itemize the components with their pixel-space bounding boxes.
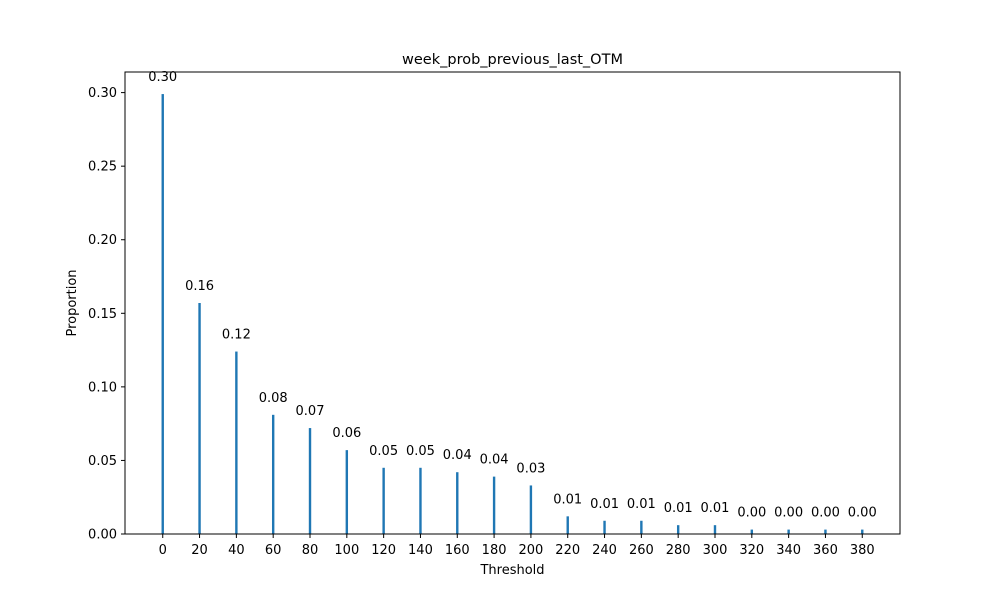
x-tick-label: 340 xyxy=(776,543,801,558)
data-label: 0.07 xyxy=(296,404,325,419)
plot-frame xyxy=(124,71,901,535)
bar xyxy=(198,303,201,534)
x-tick-label: 260 xyxy=(629,543,654,558)
x-tick-label: 200 xyxy=(518,543,543,558)
x-tick-label: 0 xyxy=(159,543,167,558)
data-label: 0.03 xyxy=(516,461,545,476)
data-label: 0.01 xyxy=(701,501,730,516)
bar xyxy=(419,467,422,534)
x-axis-label: Threshold xyxy=(479,563,544,578)
bar xyxy=(161,94,164,534)
bar xyxy=(456,472,459,534)
data-label: 0.05 xyxy=(369,444,398,459)
x-tick-label: 40 xyxy=(228,543,245,558)
bar xyxy=(750,529,754,534)
x-axis: 0 20 40 60 80 100 120 140 160 180 200 220 240 260 280 3… xyxy=(159,534,875,558)
y-tick-label: 0.25 xyxy=(88,160,117,175)
data-label: 0.06 xyxy=(332,426,361,441)
data-label: 0.04 xyxy=(443,448,472,463)
y-tick-label: 0.15 xyxy=(88,307,117,322)
x-tick-label: 160 xyxy=(445,543,470,558)
bar xyxy=(787,529,790,534)
y-axis-label: Proportion xyxy=(65,269,80,336)
bar xyxy=(529,485,533,534)
bar xyxy=(676,525,680,534)
data-label: 0.16 xyxy=(185,279,214,294)
bar xyxy=(603,520,606,534)
x-tick-label: 280 xyxy=(666,543,691,558)
x-tick-label: 80 xyxy=(302,543,319,558)
data-label: 0.00 xyxy=(737,506,766,521)
x-tick-label: 360 xyxy=(813,543,838,558)
bar xyxy=(566,516,569,534)
bar xyxy=(492,476,496,534)
data-label: 0.05 xyxy=(406,444,435,459)
bar xyxy=(640,520,643,534)
data-label: 0.01 xyxy=(553,492,582,507)
y-tick-label: 0.20 xyxy=(88,233,117,248)
bar xyxy=(824,529,827,534)
bar xyxy=(271,414,275,534)
y-tick-label: 0.30 xyxy=(88,86,117,101)
x-tick-label: 140 xyxy=(408,543,433,558)
x-tick-label: 60 xyxy=(265,543,282,558)
bars-group xyxy=(161,94,864,534)
x-tick-label: 240 xyxy=(592,543,617,558)
data-labels-group: 0.30 0.16 0.12 0.08 0.07 0.06 0.05 0.05 0.04 0.04… xyxy=(148,70,876,521)
x-tick-label: 120 xyxy=(371,543,396,558)
bar xyxy=(235,351,238,534)
data-label: 0.00 xyxy=(774,506,803,521)
data-label: 0.01 xyxy=(627,497,656,512)
data-label: 0.12 xyxy=(222,328,251,343)
bar xyxy=(382,467,385,534)
data-label: 0.01 xyxy=(590,497,619,512)
y-tick-label: 0.10 xyxy=(88,380,117,395)
x-tick-label: 100 xyxy=(334,543,359,558)
data-label: 0.08 xyxy=(259,391,288,406)
y-tick-label: 0.00 xyxy=(88,528,117,543)
data-label: 0.01 xyxy=(664,501,693,516)
y-axis: 0.00 0.05 0.10 0.15 0.20 0.25 0.30 xyxy=(88,86,125,543)
data-label: 0.04 xyxy=(480,453,509,468)
data-label: 0.00 xyxy=(848,506,877,521)
x-tick-label: 20 xyxy=(191,543,208,558)
chart-title: week_prob_previous_last_OTM xyxy=(402,52,623,68)
data-label: 0.00 xyxy=(811,506,840,521)
x-tick-label: 320 xyxy=(739,543,764,558)
bar xyxy=(861,529,864,534)
x-tick-label: 220 xyxy=(555,543,580,558)
x-tick-label: 300 xyxy=(703,543,728,558)
x-tick-label: 380 xyxy=(850,543,875,558)
bar xyxy=(345,450,349,534)
x-tick-label: 180 xyxy=(482,543,507,558)
y-tick-label: 0.05 xyxy=(88,454,117,469)
data-label: 0.30 xyxy=(148,70,177,85)
bar xyxy=(713,525,717,534)
bar xyxy=(308,428,312,534)
